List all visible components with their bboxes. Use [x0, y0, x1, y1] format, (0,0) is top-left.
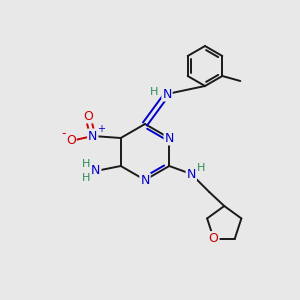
Text: H: H	[82, 159, 90, 169]
Text: N: N	[187, 167, 196, 181]
Text: N: N	[140, 173, 150, 187]
Text: +: +	[97, 124, 105, 134]
Text: -: -	[61, 128, 66, 140]
Text: H: H	[197, 163, 206, 173]
Text: N: N	[162, 88, 172, 100]
Text: O: O	[209, 232, 219, 245]
Text: N: N	[165, 131, 174, 145]
Text: H: H	[82, 173, 90, 183]
Text: H: H	[150, 87, 158, 97]
Text: N: N	[91, 164, 101, 178]
Text: O: O	[83, 110, 93, 122]
Text: N: N	[88, 130, 98, 142]
Text: O: O	[66, 134, 76, 148]
